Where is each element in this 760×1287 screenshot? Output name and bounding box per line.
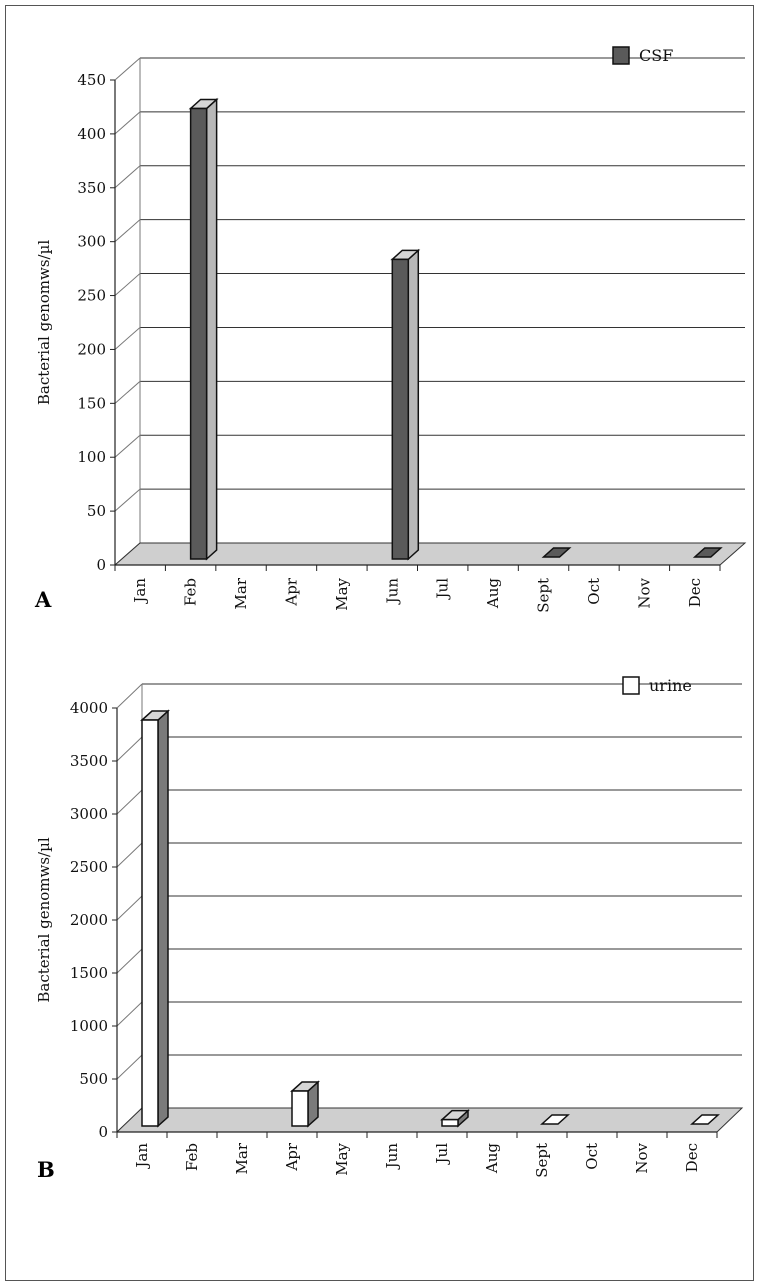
x-tick-label: Nov [635,577,653,608]
x-tick-label: May [333,577,351,610]
panel-label: B [37,1157,55,1182]
x-tick-label: Sept [533,1143,551,1178]
y-tick-label: 350 [77,179,106,197]
figure-frame [5,5,754,1281]
y-tick-label: 400 [77,125,106,143]
gridline-side [116,736,143,762]
bar [141,719,159,1127]
gridline-side [114,219,141,243]
y-tick-label: 100 [77,448,106,466]
bar-side [205,97,218,561]
y-tick-label: 0 [96,556,106,574]
y-tick-label: 3000 [70,805,108,823]
chart-a: 0 50 100 150 200 250 300 350 400 450 Jan Feb Mar Apr M… [34,46,747,613]
y-tick-label: 150 [77,394,106,412]
x-tick-label: Jul [434,578,452,601]
gridline-side [114,434,141,458]
gridline-side [114,57,141,81]
y-axis-label: Bacterial genomws/µl [35,240,53,405]
y-tick-label: 450 [77,71,106,89]
chart-floor [115,1107,744,1133]
y-tick-label: 1500 [70,964,108,982]
x-tick-label: Oct [585,578,603,605]
legend-label: urine [649,676,692,695]
gridline-side [116,1001,143,1027]
y-tick-label: 2000 [70,911,108,929]
y-tick-label: 0 [98,1123,108,1141]
gridline-side [114,273,141,296]
y-axis-label: Bacterial genomws/µl [35,837,53,1002]
x-tick-label: Jun [383,578,401,606]
gridline-side [116,1054,143,1080]
y-tick-label: 500 [79,1070,108,1088]
bar-side [407,248,420,561]
x-tick-label: Mar [232,577,250,609]
legend-swatch [622,676,640,695]
gridline-side [114,165,141,189]
bar [540,1114,570,1125]
gridline-side [116,789,143,815]
y-tick-label: 2500 [70,858,108,876]
gridline-side [116,842,143,868]
gridline-side [116,895,143,921]
gridline-side [116,948,143,974]
gridline-side [114,488,141,512]
x-tick-label: Aug [483,1143,501,1174]
y-tick-label: 300 [77,233,106,251]
x-tick-label: Feb [183,1143,201,1171]
x-tick-label: Nov [633,1142,651,1173]
x-tick-label: May [333,1142,351,1175]
panel-label: A [34,587,52,612]
bar [441,1118,459,1127]
x-tick-label: Jan [133,1143,151,1170]
x-tick-label: Jul [433,1143,451,1166]
x-tick-label: Mar [233,1142,251,1174]
bar [541,547,572,558]
legend-swatch [612,46,630,65]
x-tick-label: Jan [131,578,149,605]
x-tick-label: Dec [683,1143,701,1172]
x-tick-label: Feb [182,578,200,606]
chart-b: 0 500 1000 1500 2000 2500 3000 3500 4000 Jan Feb Ma… [35,676,744,1182]
y-tick-label: 3500 [70,752,108,770]
x-tick-label: Sept [535,578,553,613]
y-tick-label: 250 [77,287,106,305]
bar [692,547,723,558]
bar [690,1114,720,1125]
x-tick-label: Apr [283,1142,301,1171]
bar [391,258,410,560]
y-tick-label: 200 [77,340,106,358]
y-tick-label: 4000 [70,699,108,717]
x-tick-label: Apr [282,577,300,606]
legend-label: CSF [639,46,673,65]
gridline-side [116,683,143,709]
x-tick-label: Dec [686,578,704,607]
y-tick-label: 1000 [70,1017,108,1035]
x-tick-label: Aug [484,578,502,609]
bar [189,107,208,560]
x-tick-label: Oct [583,1143,601,1170]
x-tick-label: Jun [383,1143,401,1171]
gridline-side [114,380,141,404]
gridline-side [114,327,141,350]
y-tick-label: 50 [87,502,106,520]
bar [291,1090,309,1127]
gridline-side [114,111,141,135]
bar-side [157,709,169,1128]
